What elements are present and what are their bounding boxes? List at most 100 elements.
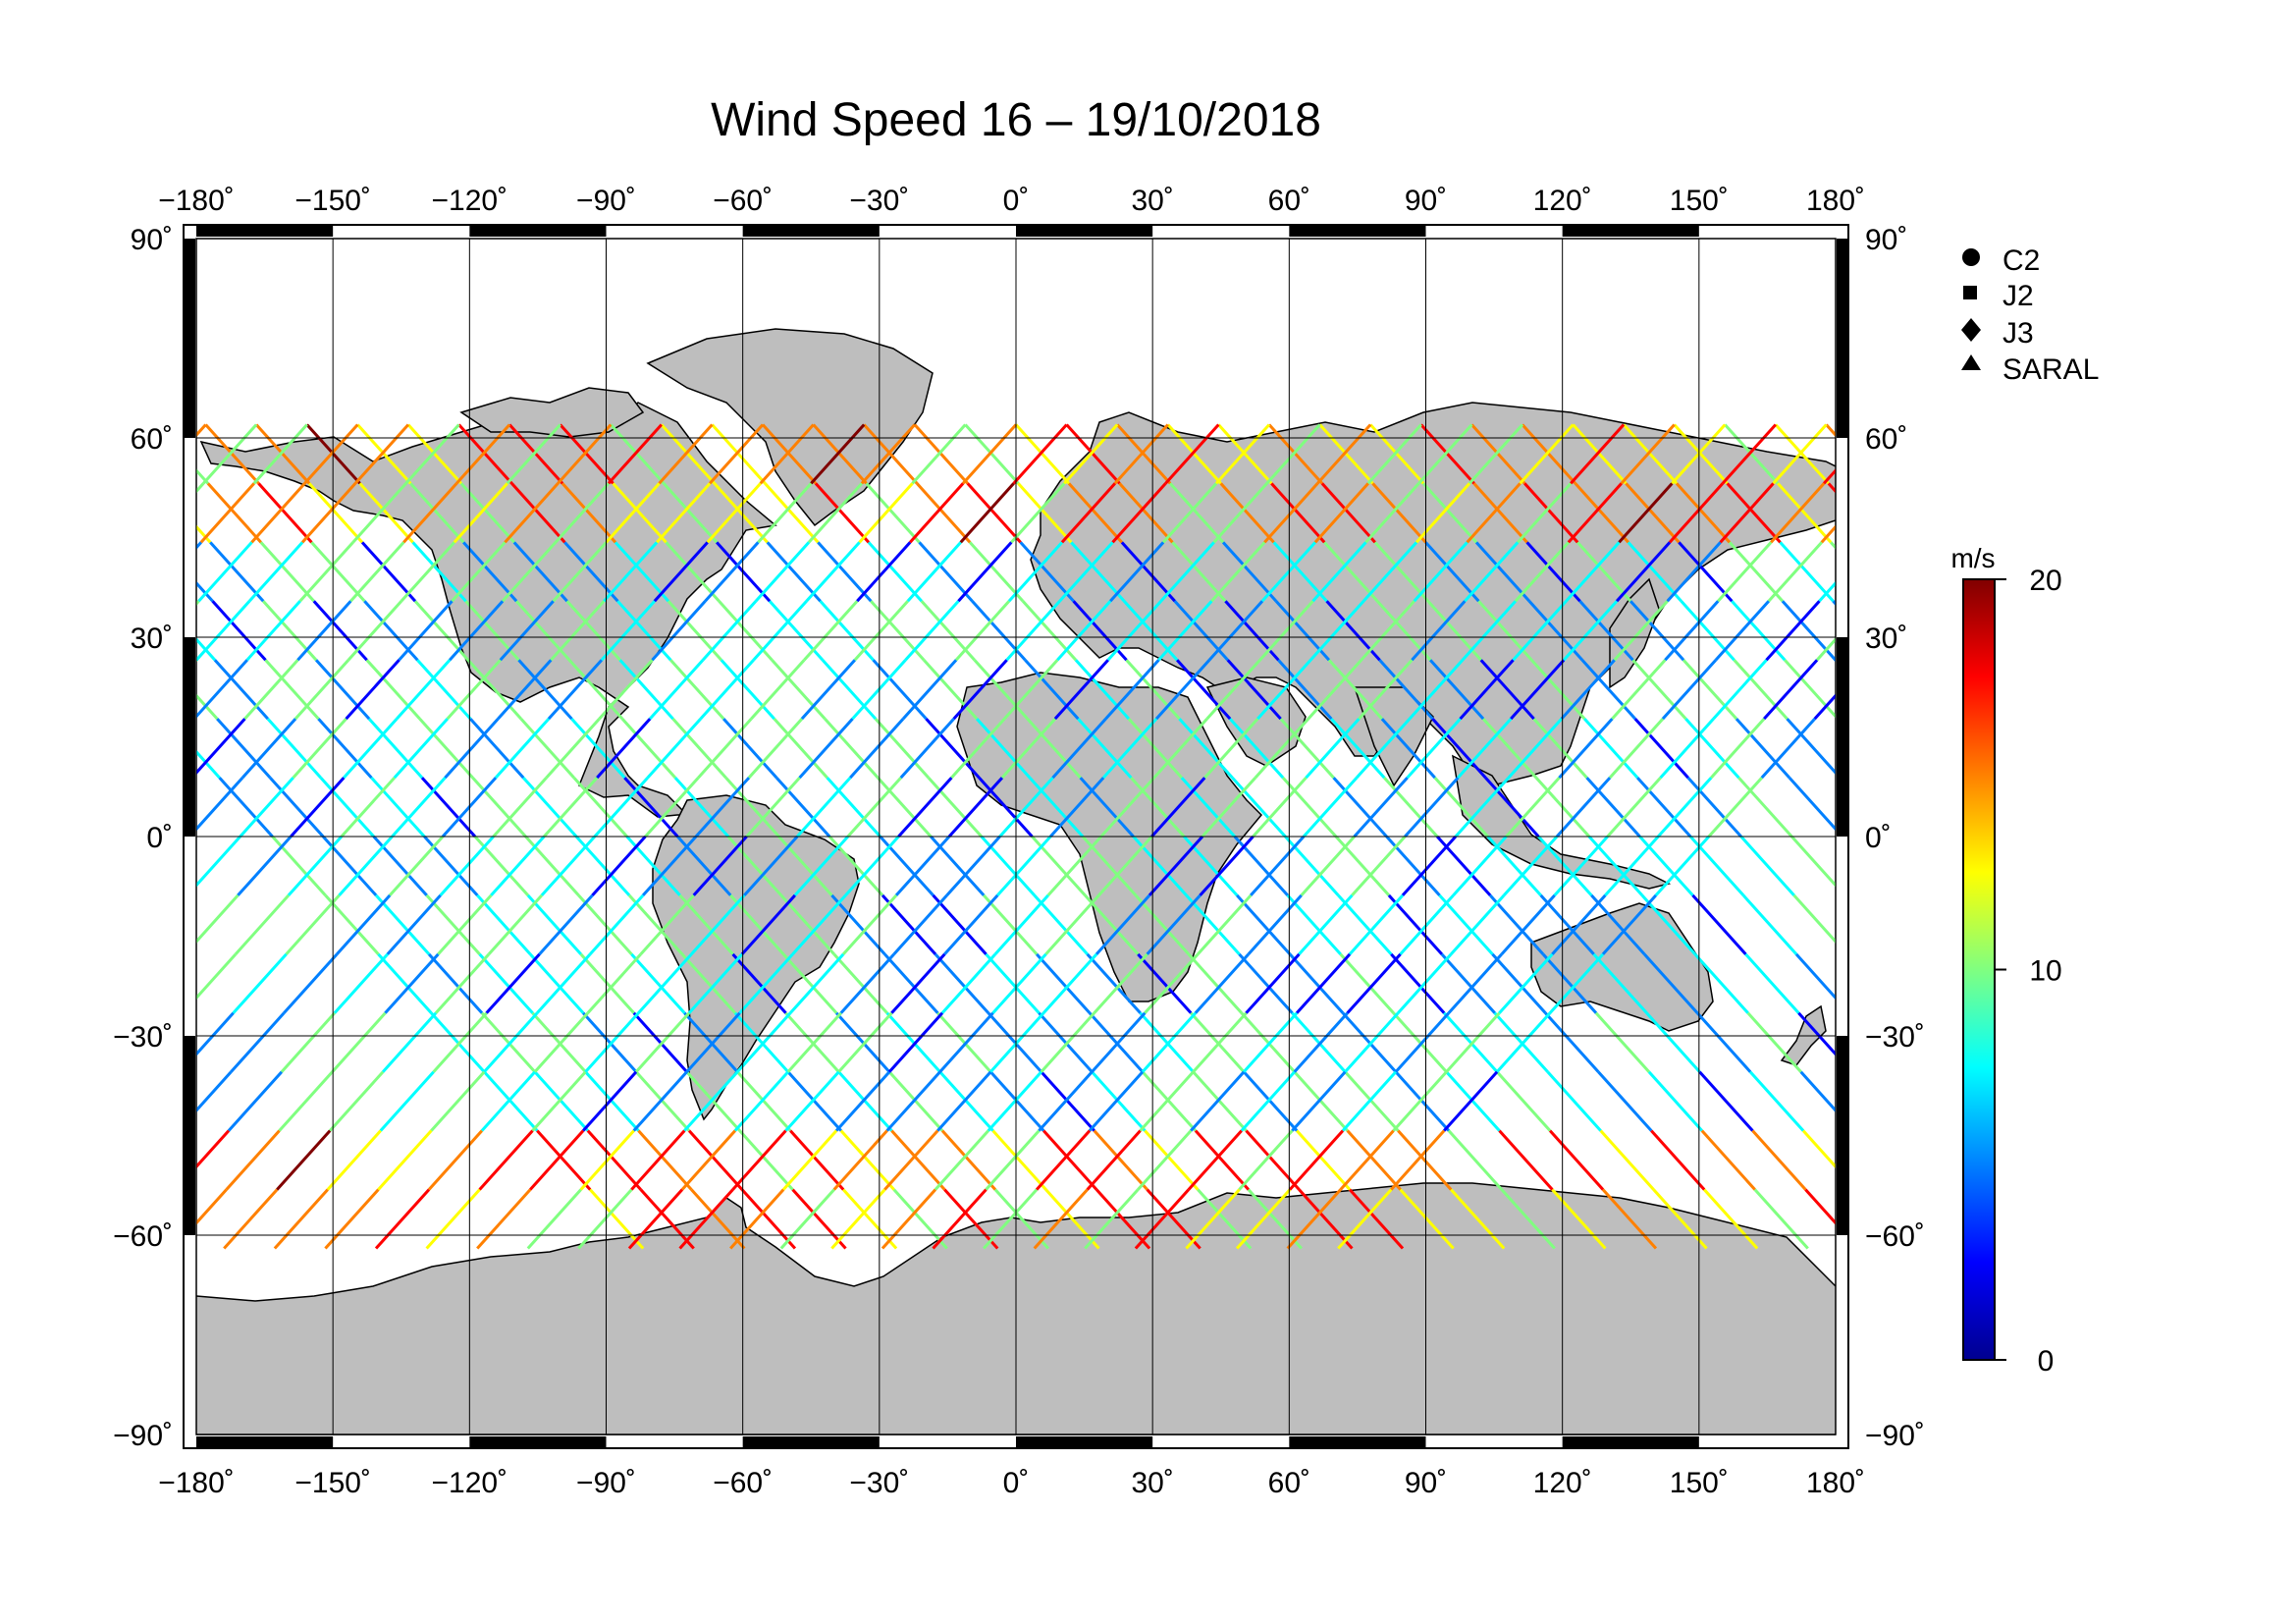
track-segment — [1551, 1188, 1607, 1250]
square-marker-icon — [1963, 286, 1977, 299]
track-segment — [913, 423, 969, 485]
track-segment — [923, 659, 979, 721]
track-segment — [649, 659, 705, 721]
latitude-tick-label: −30˚ — [113, 1021, 173, 1054]
track-segment — [1003, 659, 1059, 721]
track-segment — [213, 659, 269, 721]
track-segment — [603, 541, 659, 603]
track-segment — [134, 895, 187, 954]
track-segment — [492, 777, 548, 839]
track-segment — [2031, 483, 2084, 542]
track-segment — [54, 424, 107, 483]
track-segment — [1419, 423, 1475, 485]
track-segment — [439, 835, 495, 896]
track-segment — [1097, 835, 1153, 896]
track-segment — [476, 1188, 532, 1250]
track-segment — [2056, 1131, 2109, 1190]
track-segment — [1746, 1011, 1802, 1073]
track-segment — [991, 1129, 1047, 1191]
track-segment — [2002, 1013, 2055, 1072]
track-segment — [1000, 718, 1056, 780]
track-segment — [329, 1070, 385, 1132]
track-segment — [305, 423, 361, 485]
track-segment — [694, 777, 751, 839]
track-segment — [952, 659, 1008, 721]
latitude-labels-right: 90˚ 60˚ 30˚ 0˚ −30˚ −60˚ −90˚ — [1865, 224, 1925, 1452]
track-segment — [1726, 482, 1782, 544]
track-segment — [483, 1070, 539, 1132]
longitude-tick-label: 60˚ — [1268, 1467, 1310, 1499]
track-segment — [841, 893, 898, 955]
track-segment — [2005, 1131, 2058, 1190]
latitude-tick-label: 90˚ — [1865, 224, 1907, 256]
track-segment — [1447, 1129, 1503, 1191]
track-segment — [298, 541, 354, 603]
frame-bar-left — [184, 1036, 195, 1235]
track-segment — [1517, 482, 1573, 544]
track-segment — [835, 1011, 891, 1073]
land-japan — [1609, 577, 1660, 689]
track-segment — [830, 1188, 886, 1250]
track-segment — [1109, 541, 1165, 603]
track-segment — [1348, 1188, 1405, 1250]
track-segment — [1397, 952, 1453, 1014]
track-segment — [283, 952, 339, 1014]
track-segment — [987, 1070, 1042, 1132]
track-segment — [61, 601, 114, 660]
track-segment — [567, 659, 624, 721]
track-segment — [490, 835, 546, 896]
track-segment — [425, 1188, 481, 1250]
track-segment — [1770, 482, 1826, 544]
track-segment — [1928, 424, 1981, 483]
track-segment — [678, 893, 734, 955]
track-segment — [197, 541, 253, 603]
track-segment — [259, 541, 315, 603]
track-segment — [1019, 541, 1075, 603]
frame-bar-right — [1837, 637, 1848, 837]
track-segment — [1226, 659, 1282, 721]
track-segment — [432, 1011, 488, 1073]
latitude-tick-label: −30˚ — [1865, 1021, 1925, 1054]
track-segment — [934, 1129, 989, 1191]
track-segment — [232, 952, 288, 1014]
track-segment — [1084, 893, 1140, 955]
track-segment — [230, 1011, 286, 1073]
track-segment — [1574, 482, 1629, 544]
track-segment — [2086, 601, 2139, 660]
track-segment — [559, 423, 614, 485]
frame-bar-bottom — [1289, 1436, 1426, 1448]
track-segment — [991, 952, 1047, 1014]
colorbar-tick-label: 20 — [2029, 565, 2061, 597]
track-segment — [704, 541, 760, 603]
track-segment — [1348, 893, 1405, 955]
track-segment — [404, 423, 460, 485]
track-segment — [824, 718, 880, 780]
track-segment — [223, 1188, 279, 1250]
track-segment — [319, 777, 375, 839]
track-segment — [1169, 482, 1225, 544]
track-segment — [434, 952, 491, 1014]
track-segment — [552, 541, 608, 603]
track-segment — [336, 893, 392, 955]
track-segment — [1190, 1070, 1246, 1132]
track-segment — [1997, 895, 2050, 954]
track-segment — [196, 952, 238, 1001]
track-segment — [2101, 954, 2154, 1013]
track-segment — [1394, 1011, 1450, 1073]
track-segment — [846, 777, 902, 839]
track-segment — [499, 600, 555, 662]
track-segment — [1799, 1070, 1836, 1113]
track-segment — [1633, 718, 1689, 780]
frame-bar-right — [1837, 1036, 1848, 1235]
triangle-marker-icon — [1961, 354, 1981, 370]
track-segment — [646, 718, 702, 780]
track-segment — [519, 718, 575, 780]
track-segment — [2241, 660, 2294, 719]
track-segment — [1341, 1011, 1398, 1073]
track-segment — [701, 600, 758, 662]
track-segment — [706, 482, 762, 544]
track-segment — [731, 952, 787, 1014]
track-segment — [906, 541, 962, 603]
track-segment — [1765, 600, 1821, 662]
track-segment — [0, 1131, 27, 1190]
